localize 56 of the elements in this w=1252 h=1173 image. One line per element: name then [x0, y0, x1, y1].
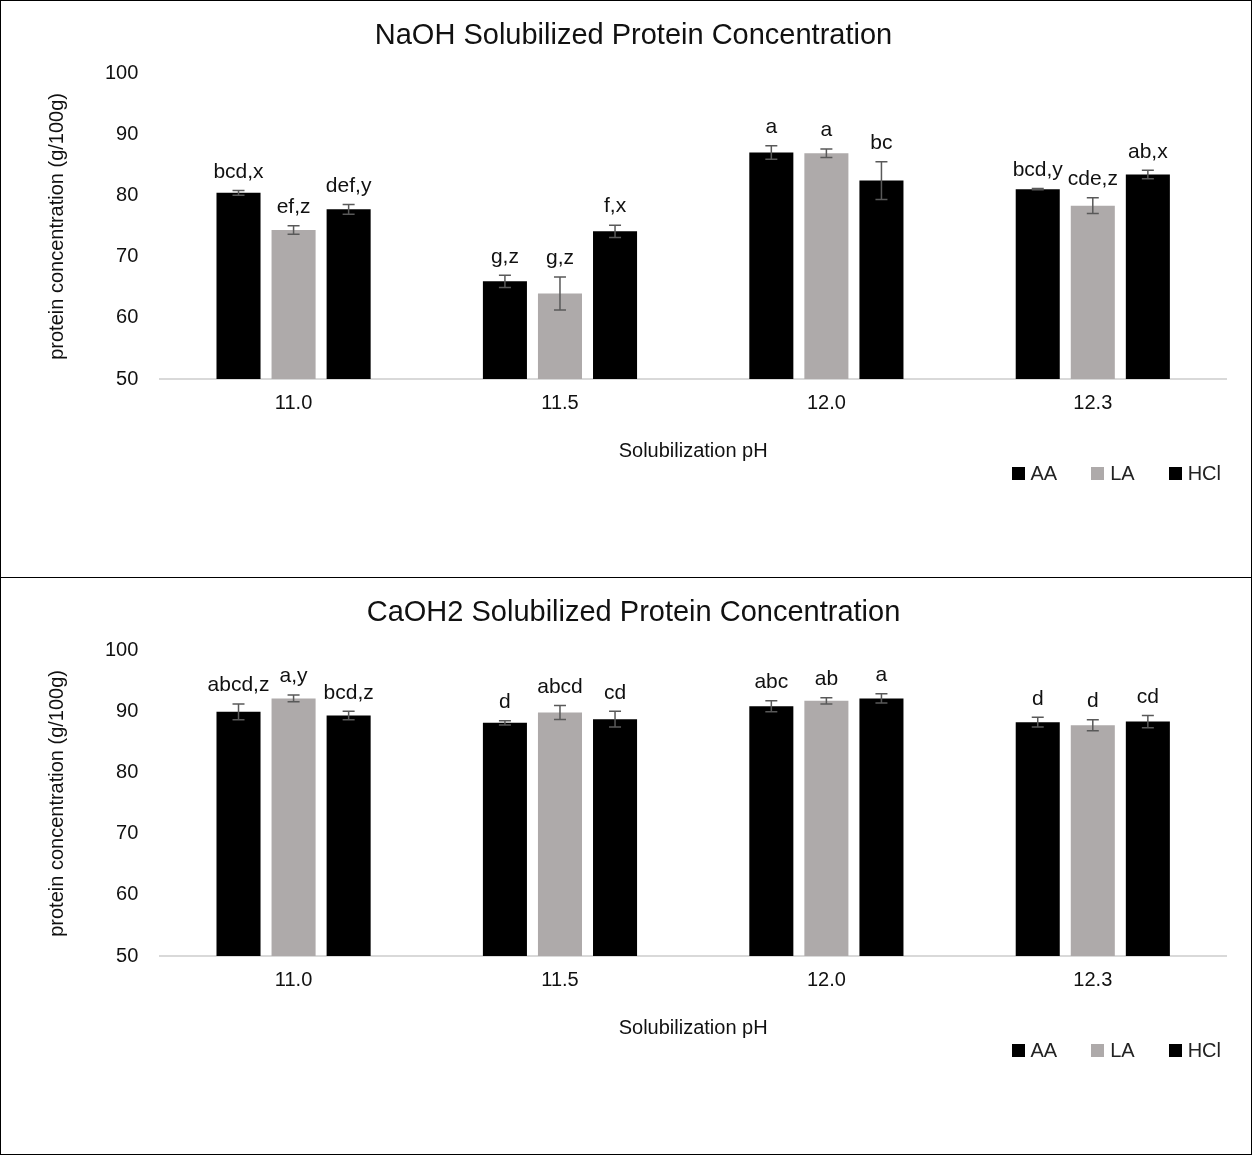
- y-axis-title: protein concentration (g/100g): [44, 669, 67, 937]
- y-tick-label: 60: [116, 305, 139, 328]
- x-axis-title: Solubilization pH: [618, 1015, 768, 1038]
- y-tick-label: 90: [116, 699, 139, 722]
- x-tick-label: 12.0: [806, 967, 846, 990]
- chart-title: NaOH Solubilized Protein Concentration: [374, 18, 893, 51]
- data-label: ab,x: [1128, 138, 1169, 162]
- data-label: bcd,x: [213, 158, 265, 182]
- data-label: d: [499, 688, 511, 712]
- y-tick-label: 80: [116, 183, 139, 206]
- x-tick-label: 12.3: [1073, 967, 1113, 990]
- data-label: abcd: [537, 673, 583, 697]
- data-label: def,y: [325, 172, 372, 196]
- data-label: g,z: [490, 243, 519, 267]
- data-label: bc: [870, 129, 893, 153]
- y-tick-label: 90: [116, 122, 139, 145]
- legend-label: AA: [1030, 1039, 1058, 1062]
- x-tick-label: 11.0: [274, 390, 313, 413]
- x-axis-title: Solubilization pH: [618, 438, 768, 461]
- x-tick-label: 11.5: [541, 390, 579, 413]
- data-label: g,z: [545, 245, 574, 269]
- y-tick-label: 50: [116, 366, 139, 389]
- data-label: abc: [754, 669, 789, 693]
- data-label: a,y: [279, 663, 309, 687]
- data-label: a: [765, 114, 778, 138]
- data-label: f,x: [603, 193, 627, 217]
- data-label: a: [875, 662, 888, 686]
- y-tick-label: 100: [104, 638, 139, 661]
- data-label: d: [1086, 688, 1099, 712]
- y-tick-label: 80: [116, 760, 139, 783]
- x-tick-label: 12.0: [806, 390, 846, 413]
- data-label: cd: [1136, 683, 1159, 707]
- legend-label: HCl: [1187, 462, 1221, 485]
- y-tick-label: 50: [116, 943, 139, 966]
- data-label: bcd,z: [323, 679, 374, 703]
- legend-label: LA: [1110, 1039, 1135, 1062]
- data-label: bcd,y: [1012, 156, 1064, 180]
- x-tick-label: 12.3: [1073, 390, 1113, 413]
- data-label: ab: [814, 666, 839, 690]
- y-tick-label: 70: [116, 244, 139, 267]
- legend-label: AA: [1030, 462, 1058, 485]
- chart-title: CaOH2 Solubilized Protein Concentration: [366, 595, 901, 628]
- legend-label: HCl: [1187, 1039, 1221, 1062]
- data-label: a: [820, 117, 833, 141]
- x-tick-label: 11.5: [541, 967, 579, 990]
- data-label: ef,z: [276, 194, 311, 218]
- data-label: cde,z: [1067, 166, 1118, 190]
- y-tick-label: 60: [116, 882, 139, 905]
- y-tick-label: 70: [116, 821, 139, 844]
- data-label: abcd,z: [207, 672, 270, 696]
- x-tick-label: 11.0: [274, 967, 313, 990]
- data-label: cd: [603, 679, 627, 703]
- y-axis-title: protein concentration (g/100g): [44, 92, 67, 360]
- y-tick-label: 100: [104, 61, 139, 84]
- legend-label: LA: [1110, 462, 1135, 485]
- data-label: d: [1031, 685, 1044, 709]
